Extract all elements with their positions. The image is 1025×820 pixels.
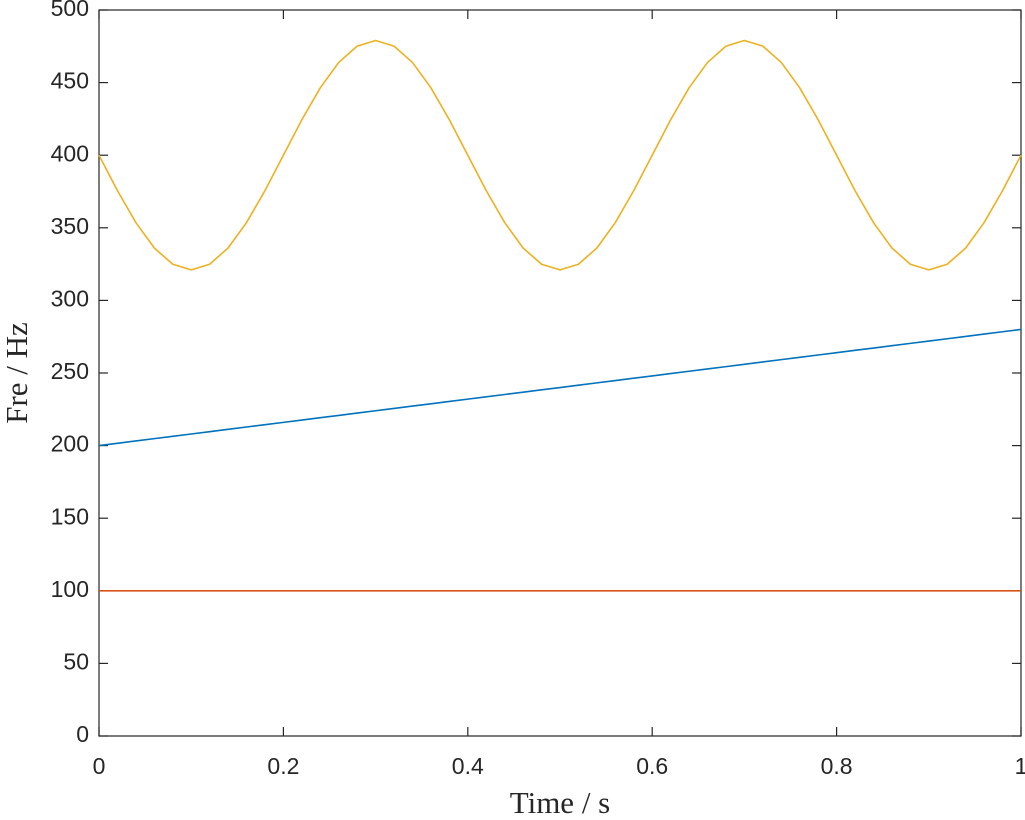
x-axis-label: Time / s [510, 785, 611, 820]
y-tick-label: 500 [51, 0, 89, 21]
x-tick-label: 1 [1015, 753, 1025, 779]
y-axis-label: Fre / Hz [0, 322, 34, 424]
x-tick-label: 0.2 [267, 753, 299, 779]
y-tick-label: 100 [51, 576, 89, 602]
x-tick-label: 0.8 [821, 753, 853, 779]
plot-frame [98, 9, 1022, 737]
y-tick-label: 150 [51, 503, 89, 529]
y-tick-label: 350 [51, 213, 89, 239]
y-tick-label: 300 [51, 285, 89, 311]
x-tick-label: 0.4 [452, 753, 484, 779]
y-tick-label: 400 [51, 140, 89, 166]
x-tick-label: 0.6 [636, 753, 668, 779]
y-tick-label: 450 [51, 68, 89, 94]
y-tick-label: 50 [63, 648, 89, 674]
x-tick-label: 0 [93, 753, 106, 779]
y-tick-label: 250 [51, 358, 89, 384]
y-tick-label: 0 [76, 721, 89, 747]
series-line [98, 328, 1022, 447]
series-line [98, 39, 1022, 271]
y-tick-label: 200 [51, 431, 89, 457]
